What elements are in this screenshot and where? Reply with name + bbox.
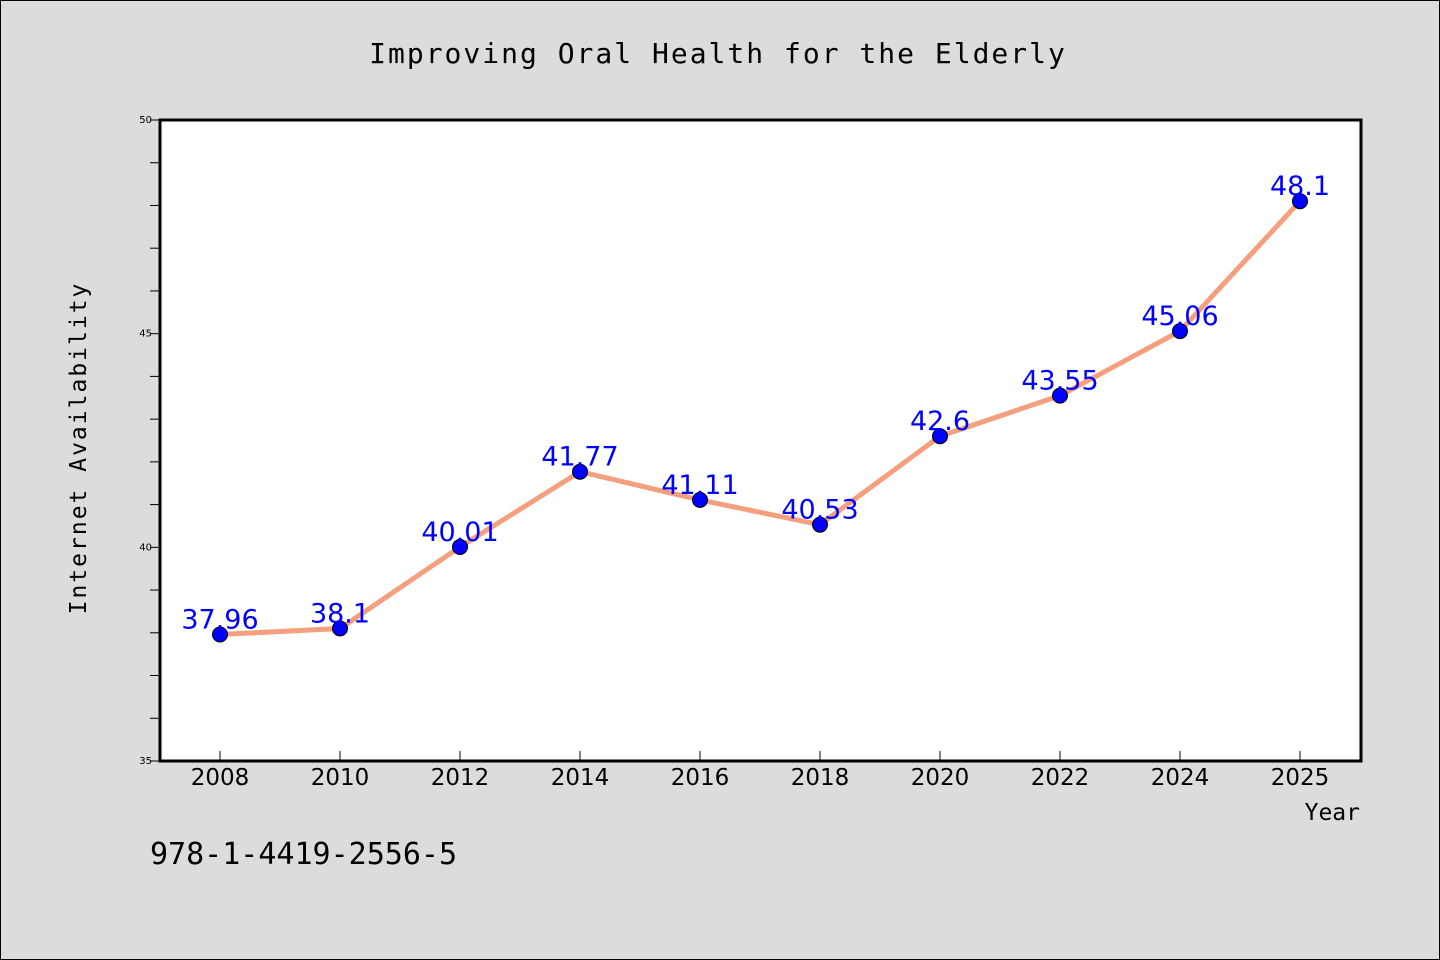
data-point [212,626,228,643]
data-point [452,538,468,555]
data-label: 43.55 [1021,366,1098,397]
data-label: 40.01 [421,517,498,548]
data-label: 40.53 [781,495,858,526]
x-tick-label: 2014 [551,765,610,791]
y-tick-label: 45 [139,329,152,340]
x-tick-label: 2020 [911,765,970,791]
data-point [1052,387,1068,404]
data-point [812,516,828,533]
x-axis-label: Year [1305,800,1360,826]
x-tick-label: 2010 [311,765,370,791]
x-tick-label: 2008 [191,765,250,791]
y-tick-label: 50 [139,115,152,126]
data-label: 45.06 [1141,301,1218,332]
x-tick-label: 2025 [1271,765,1330,791]
x-tick-label: 2018 [791,765,850,791]
isbn-label: 978-1-4419-2556-5 [150,837,457,872]
data-point [572,463,588,480]
y-axis: 35 40 45 50 [139,115,160,767]
data-point [1292,193,1308,210]
data-label: 38.1 [310,599,370,630]
series-layer [212,193,1308,643]
y-axis-label: Internet Availability [66,282,92,615]
series-line [217,198,1303,638]
x-tick-label: 2012 [431,765,490,791]
data-point [932,428,948,445]
data-label-layer: 37.96 38.1 40.01 41.77 41.11 40.53 42.6 43.55 45… [181,171,1330,635]
x-axis: 2008 2010 2012 2014 2016 2018 2020 2022 2024 2025 [191,751,1330,791]
chart-title: Improving Oral Health for the Elderly [369,37,1067,70]
x-tick-label: 2016 [671,765,730,791]
data-point [692,491,708,508]
plot-area [158,118,1363,763]
data-label: 48.1 [1270,171,1330,202]
data-point [1172,323,1188,340]
y-tick-label: 35 [139,756,152,767]
data-point [332,620,348,637]
data-label: 37.96 [181,605,258,636]
x-tick-label: 2022 [1031,765,1090,791]
data-label: 41.77 [541,442,618,473]
data-label: 42.6 [910,406,970,437]
y-tick-label: 40 [139,542,152,553]
x-tick-label: 2024 [1151,765,1210,791]
data-label: 41.11 [661,470,738,501]
